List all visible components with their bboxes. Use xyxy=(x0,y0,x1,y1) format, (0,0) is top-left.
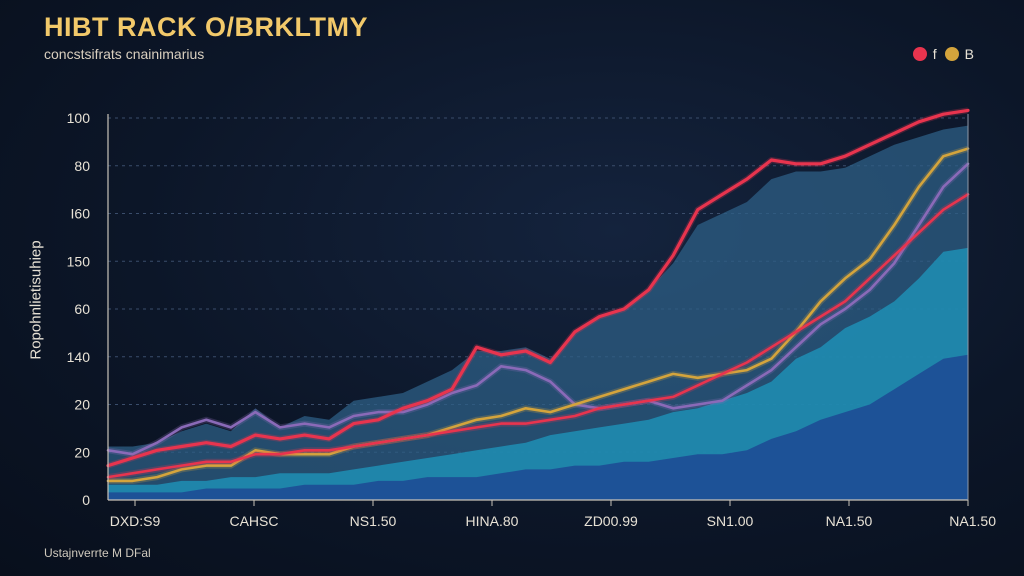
x-tick-label: SN1.00 xyxy=(707,513,754,529)
x-tick-label: NA1.50 xyxy=(949,513,996,529)
line-purple-line xyxy=(106,162,970,456)
legend-red-dot-icon xyxy=(912,47,927,61)
axes xyxy=(107,114,969,506)
x-tick-label: DXD:S9 xyxy=(110,513,161,529)
chart-footer: Ustajnverrte M DFal xyxy=(44,546,151,560)
x-tick-label: CAHSC xyxy=(229,513,278,529)
chart-title: HIBT RACK O/BRKLTMY xyxy=(44,12,368,42)
y-tick-label: 150 xyxy=(67,253,91,269)
y-tick-label: 20 xyxy=(74,397,90,413)
legend-label-b: B xyxy=(964,46,974,62)
y-tick-label: 140 xyxy=(67,349,91,365)
y-tick-labels: 0 20 20 140 60 150 I60 80 100 xyxy=(67,110,91,508)
y-tick-label: 60 xyxy=(74,301,90,317)
legend-gold-dot-icon xyxy=(944,47,959,61)
y-tick-label: 100 xyxy=(67,110,91,126)
line-series xyxy=(106,107,971,484)
x-tick-label: HINA.80 xyxy=(466,513,519,529)
x-tick-label: ZD00.99 xyxy=(584,513,638,529)
chart-subtitle: concstsifrats cnainimarius xyxy=(44,46,205,62)
x-tick-labels: DXD:S9 CAHSC NS1.50 HINA.80 ZD00.99 SN1.00 NA1… xyxy=(110,513,996,529)
legend-item-b: B xyxy=(944,46,974,62)
area-dark-blue-area xyxy=(108,354,968,500)
y-tick-label: 80 xyxy=(74,158,90,174)
area-teal-area xyxy=(108,247,968,500)
x-tick-label: NS1.50 xyxy=(350,513,397,529)
y-tick-label: I60 xyxy=(71,206,91,222)
line-gold-line xyxy=(106,147,970,483)
legend-item-f: f xyxy=(912,46,937,62)
y-tick-label: 0 xyxy=(82,492,90,508)
area-series xyxy=(108,125,968,500)
legend-label-f: f xyxy=(932,46,937,62)
line-top-red-line xyxy=(106,108,970,468)
x-tick-label: NA1.50 xyxy=(826,513,873,529)
legend: f B xyxy=(912,46,974,62)
y-tick-label: 20 xyxy=(74,444,90,460)
line-red-line xyxy=(106,193,970,479)
